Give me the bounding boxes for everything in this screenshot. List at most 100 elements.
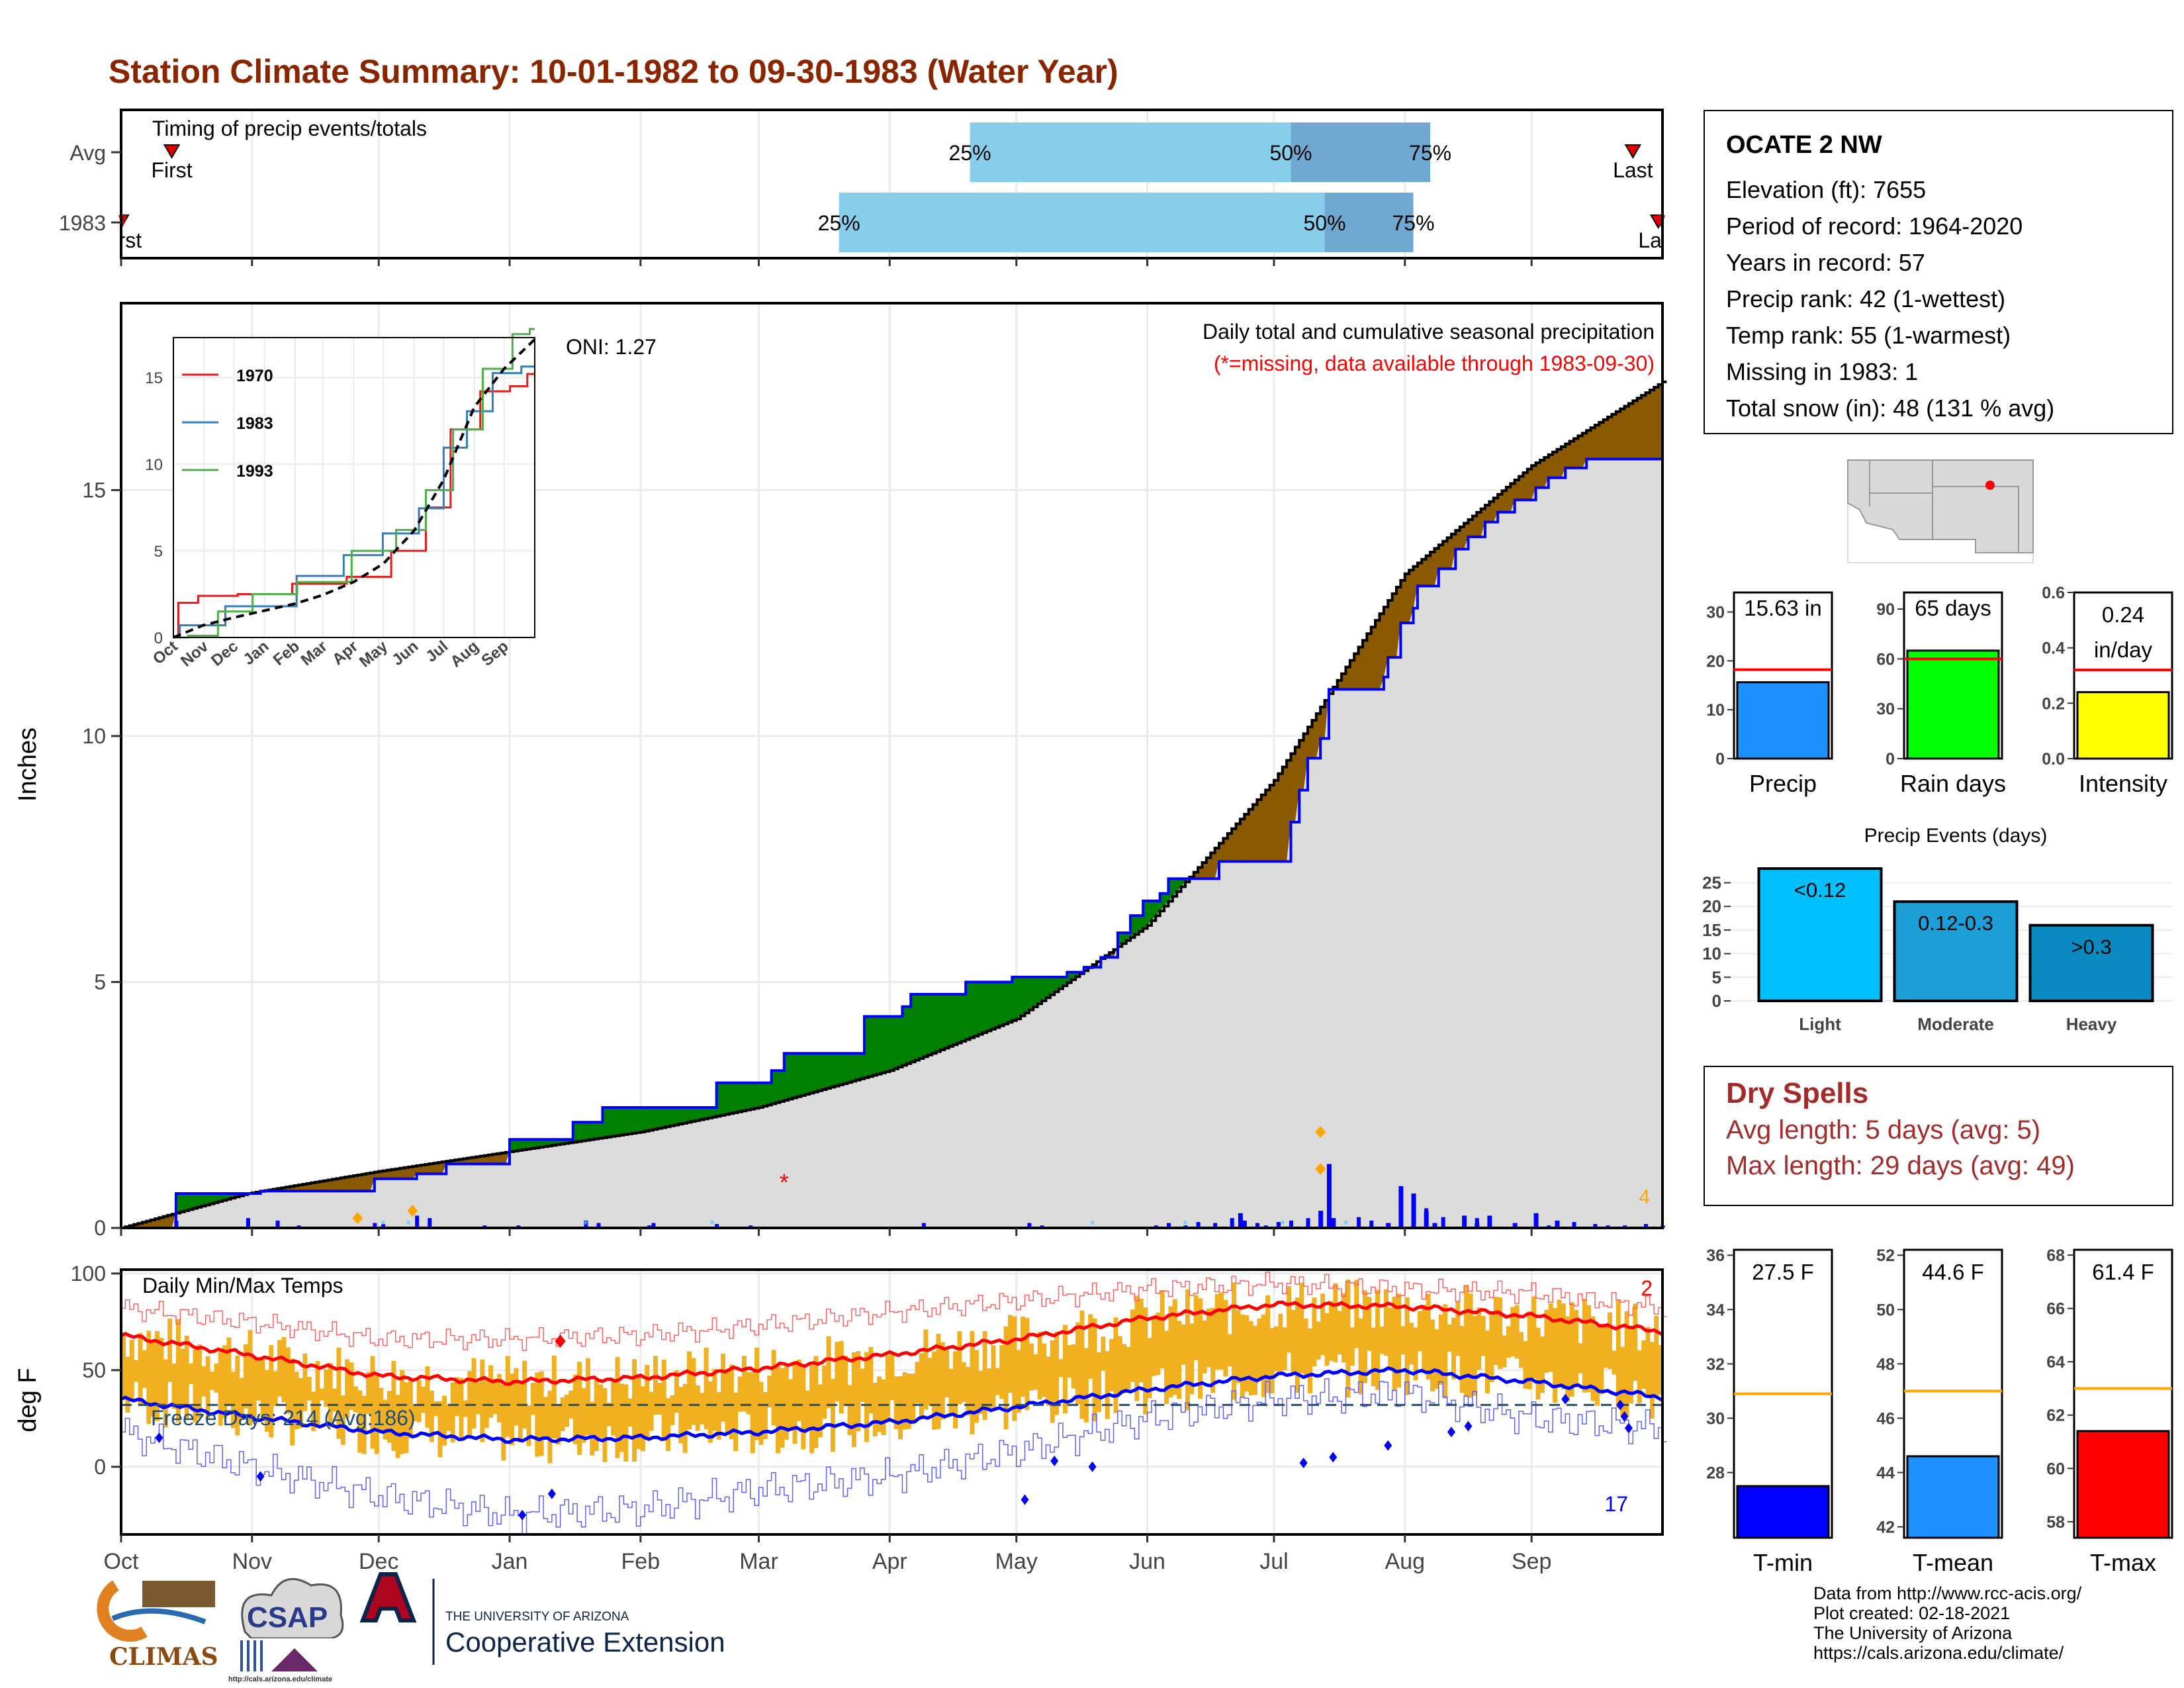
temp-daily-bar xyxy=(657,1383,662,1415)
temp-daily-bar xyxy=(741,1356,747,1412)
precip-departure-fill xyxy=(163,1216,168,1228)
temp-daily-bar xyxy=(847,1385,852,1435)
temp-daily-bar xyxy=(251,1358,257,1417)
precip-daily-bar xyxy=(1213,1223,1218,1228)
precip-departure-fill xyxy=(1553,451,1558,478)
precip-departure-fill xyxy=(1531,465,1537,500)
month-tick-label: Jun xyxy=(1129,1549,1165,1574)
precip-departure-fill xyxy=(936,994,941,1052)
temp-daily-bar xyxy=(366,1372,371,1414)
precip-daily-bar xyxy=(584,1220,588,1228)
temp-daily-bar xyxy=(1037,1331,1042,1400)
temp-daily-bar xyxy=(572,1374,578,1444)
temp-daily-bar xyxy=(1282,1327,1287,1371)
footer-line: https://cals.arizona.edu/climate/ xyxy=(1813,1643,2064,1663)
precip-departure-fill xyxy=(725,1082,730,1115)
temp-daily-bar xyxy=(817,1384,823,1438)
precip-y-tick-label: 0 xyxy=(94,1216,106,1240)
precip-departure-fill xyxy=(961,994,966,1041)
svg-text:Cooperative Extension: Cooperative Extension xyxy=(445,1626,725,1658)
precip-departure-fill xyxy=(1379,614,1385,690)
temp-daily-bar xyxy=(1409,1323,1414,1365)
temp-daily-bar xyxy=(1531,1296,1537,1379)
temp-daily-bar xyxy=(298,1378,303,1429)
temp-daily-bar xyxy=(902,1372,907,1430)
precip-departure-fill xyxy=(518,1139,523,1150)
temp-daily-bar xyxy=(1654,1316,1659,1397)
precip-departure-fill xyxy=(1489,501,1494,522)
precip-departure-fill xyxy=(450,1160,455,1164)
inset-series-line xyxy=(173,373,535,639)
temp-daily-bar xyxy=(175,1319,181,1423)
ua-logo: THE UNIVERSITY OF ARIZONA Cooperative Ex… xyxy=(359,1572,725,1665)
timing-bar-q25-q50 xyxy=(839,193,1325,252)
precip-departure-fill xyxy=(526,1139,531,1149)
last-marker xyxy=(1624,144,1642,159)
precip-departure-fill xyxy=(167,1215,173,1228)
temp-daily-bar xyxy=(1561,1303,1566,1389)
temp-daily-bar xyxy=(1493,1297,1498,1366)
precip-departure-fill xyxy=(1649,390,1655,459)
precip-daily-bar xyxy=(1196,1222,1201,1228)
temp-daily-bar xyxy=(412,1404,418,1421)
temp-daily-bar xyxy=(1202,1320,1207,1374)
precip-departure-fill xyxy=(1371,627,1376,690)
temp-daily-bar xyxy=(374,1376,379,1454)
temp-daily-bar xyxy=(953,1351,958,1429)
temp-y-tick-label: 50 xyxy=(82,1358,106,1382)
temp-daily-bar xyxy=(421,1386,426,1413)
precip-departure-fill xyxy=(682,1107,688,1123)
precip-departure-fill xyxy=(1594,425,1600,459)
temp-daily-bar xyxy=(1253,1325,1258,1395)
precip-departure-fill xyxy=(1021,977,1026,1016)
events-category-label: Heavy xyxy=(2066,1014,2117,1034)
temp-daily-bar xyxy=(695,1385,700,1431)
summary-y-tick-label: 36 xyxy=(1706,1246,1725,1265)
precip-departure-fill xyxy=(357,1174,363,1192)
precip-departure-fill xyxy=(754,1082,760,1109)
temp-daily-bar xyxy=(1126,1346,1131,1389)
precip-daily-bar xyxy=(1593,1224,1598,1228)
data-source-footer: Data from http://www.rcc-acis.org/ Plot … xyxy=(1813,1583,2081,1663)
temp-daily-bar xyxy=(1143,1307,1148,1415)
precip-departure-fill xyxy=(159,1217,164,1228)
precip-departure-fill xyxy=(805,1053,810,1095)
precip-departure-fill xyxy=(881,1016,886,1073)
precip-departure-fill xyxy=(729,1082,735,1114)
precip-departure-fill xyxy=(455,1160,460,1164)
precip-departure-fill xyxy=(564,1139,570,1144)
precip-daily-bar xyxy=(1276,1222,1281,1228)
precip-departure-fill xyxy=(492,1154,498,1164)
inset-y-tick-label: 10 xyxy=(145,456,163,474)
temp-daily-bar xyxy=(940,1342,945,1420)
precip-departure-fill xyxy=(138,1223,143,1228)
temp-daily-bar xyxy=(285,1347,291,1415)
inset-legend-label: 1983 xyxy=(236,414,273,433)
temp-daily-bar xyxy=(725,1369,730,1432)
precip-departure-fill xyxy=(1269,785,1275,862)
precip-departure-fill xyxy=(1223,838,1228,862)
temp-daily-bar xyxy=(142,1350,147,1388)
precip-daily-bar xyxy=(1643,1224,1648,1228)
temp-daily-bar xyxy=(809,1365,815,1454)
csap-logo: CSAP http://cals.arizona.edu/climate xyxy=(228,1577,344,1683)
temp-daily-bar xyxy=(1122,1344,1127,1393)
precip-departure-fill xyxy=(822,1053,827,1090)
record-low-marker xyxy=(1088,1461,1097,1472)
summary-category-label: Intensity xyxy=(2079,770,2167,797)
precip-departure-fill xyxy=(1510,483,1516,512)
temp-daily-bar xyxy=(1227,1334,1232,1367)
temp-daily-bar xyxy=(294,1372,299,1430)
precip-departure-fill xyxy=(1430,552,1435,586)
temp-daily-bar xyxy=(455,1377,460,1417)
temp-daily-bar xyxy=(906,1374,911,1429)
temp-daily-bar xyxy=(700,1393,705,1425)
record-low-marker xyxy=(1620,1411,1629,1422)
temp-daily-bar xyxy=(547,1390,553,1464)
precip-departure-fill xyxy=(1586,430,1592,459)
timing-label-75: 75% xyxy=(1392,211,1435,235)
precip-daily-bar xyxy=(174,1220,179,1228)
temp-daily-bar xyxy=(134,1360,139,1382)
temp-daily-bar xyxy=(640,1386,645,1452)
temp-daily-bar xyxy=(1362,1290,1367,1383)
